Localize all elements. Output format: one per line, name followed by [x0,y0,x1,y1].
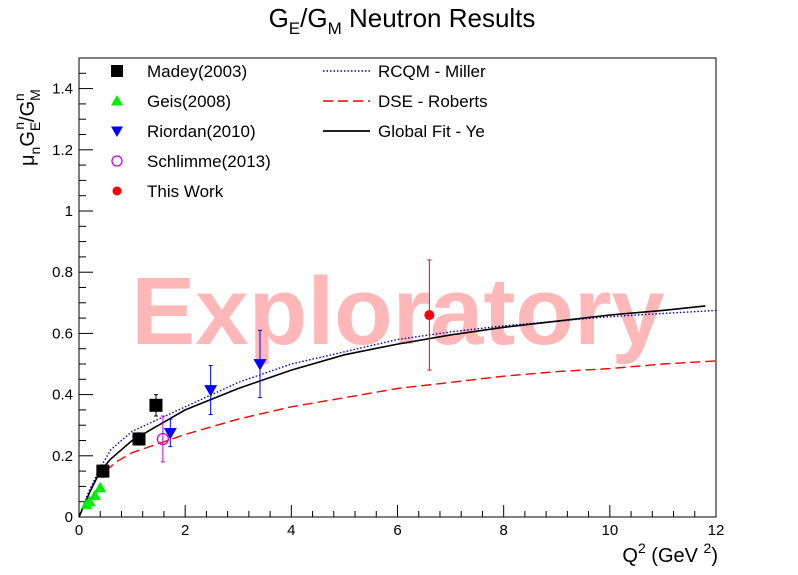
x-tick-label: 12 [708,522,725,539]
chart-title: GE/GM Neutron Results [269,3,536,38]
legend-marker [111,95,123,106]
data-point [132,432,146,446]
legend-label: RCQM - Miller [378,62,486,81]
curve-dse-roberts [105,360,717,472]
y-tick-label: 1 [65,203,73,220]
legend-marker [111,65,123,77]
data-point [94,481,107,493]
legend-label: This Work [147,182,224,201]
legend: Madey(2003) Geis(2008) Riordan(2010) Schlim… [111,62,488,201]
legend-marker [111,126,123,137]
data-point [83,495,96,507]
legend-label: Madey(2003) [147,62,247,81]
y-tick-label: 1.4 [52,81,73,98]
y-tick-label: 0.4 [52,387,73,404]
legend-label: Global Fit - Ye [378,122,485,141]
data-point [424,310,435,321]
data-point [163,427,177,440]
legend-marker [111,155,123,167]
y-tick-label: 0 [65,509,73,526]
x-tick-label: 10 [601,522,618,539]
data-point [96,464,110,478]
x-tick-label: 0 [75,522,83,539]
y-tick-label: 1.2 [52,142,73,159]
y-tick-label: 0.8 [52,264,73,281]
legend-label: Riordan(2010) [147,122,256,141]
x-tick-label: 4 [287,522,295,539]
x-tick-label: 6 [393,522,401,539]
watermark-text: Exploratory [131,258,664,365]
x-tick-label: 2 [181,522,189,539]
data-point [204,385,218,397]
x-axis-label: Q2 (GeV 2) [622,540,718,567]
data-point [88,489,101,501]
y-axis-label: μnGEn/GMn [11,89,43,166]
legend-label: Geis(2008) [147,92,231,111]
curve-global-fit-ye [78,305,706,518]
legend-label: DSE - Roberts [378,92,488,111]
data-point [156,432,170,446]
legend-label: Schlimme(2013) [147,152,271,171]
y-tick-label: 0.2 [52,448,73,465]
data-point [253,359,267,371]
data-point [149,398,163,412]
y-tick-label: 0.6 [52,325,73,342]
legend-marker [112,186,122,196]
x-tick-label: 8 [499,522,507,539]
